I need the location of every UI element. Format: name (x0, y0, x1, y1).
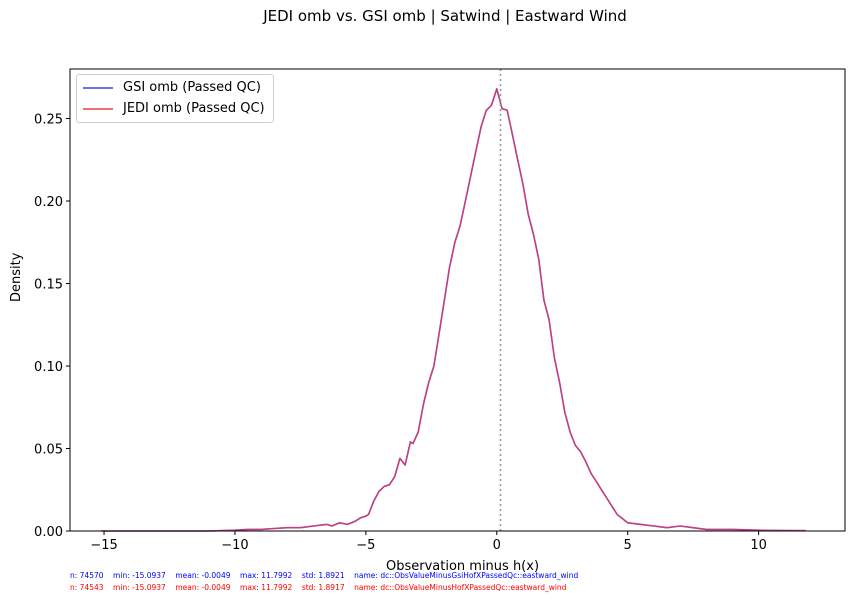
legend-label-gsi: GSI omb (Passed QC) (123, 80, 261, 95)
y-tick-label: 0.05 (34, 443, 63, 458)
legend-swatch-jedi (83, 107, 113, 110)
axes-frame (69, 68, 846, 532)
y-axis-label: Density (9, 252, 24, 302)
legend: GSI omb (Passed QC) JEDI omb (Passed QC) (76, 74, 274, 123)
x-tick-label: 5 (624, 538, 632, 553)
legend-item-gsi: GSI omb (Passed QC) (83, 77, 265, 98)
x-tick-label: −15 (90, 538, 117, 553)
legend-item-jedi: JEDI omb (Passed QC) (83, 98, 265, 119)
y-tick-label: 0.20 (34, 195, 63, 210)
y-tick-label: 0.25 (34, 113, 63, 128)
jedi-density-line (101, 88, 806, 532)
y-axis-ticks: 0.00 0.05 0.10 0.15 0.20 0.25 (34, 113, 70, 540)
gsi-stats-line: n: 74570 min: -15.0937 mean: -0.0049 max… (70, 571, 579, 580)
density-curves (101, 88, 806, 532)
gsi-density-line (101, 88, 806, 532)
jedi-stats-line: n: 74543 min: -15.0937 mean: -0.0049 max… (70, 583, 567, 592)
y-tick-label: 0.00 (34, 525, 63, 540)
legend-label-jedi: JEDI omb (Passed QC) (123, 101, 265, 116)
y-tick-label: 0.15 (34, 278, 63, 293)
x-tick-label: 10 (750, 538, 767, 553)
x-tick-label: −5 (356, 538, 375, 553)
x-tick-label: −10 (221, 538, 248, 553)
chart-title: JEDI omb vs. GSI omb | Satwind | Eastwar… (263, 7, 627, 25)
x-axis-label: Observation minus h(x) (385, 559, 540, 574)
legend-swatch-gsi (83, 86, 113, 89)
y-tick-label: 0.10 (34, 360, 63, 375)
x-axis-ticks: −15 −10 −5 0 5 10 (90, 531, 767, 553)
x-tick-label: 0 (493, 538, 501, 553)
